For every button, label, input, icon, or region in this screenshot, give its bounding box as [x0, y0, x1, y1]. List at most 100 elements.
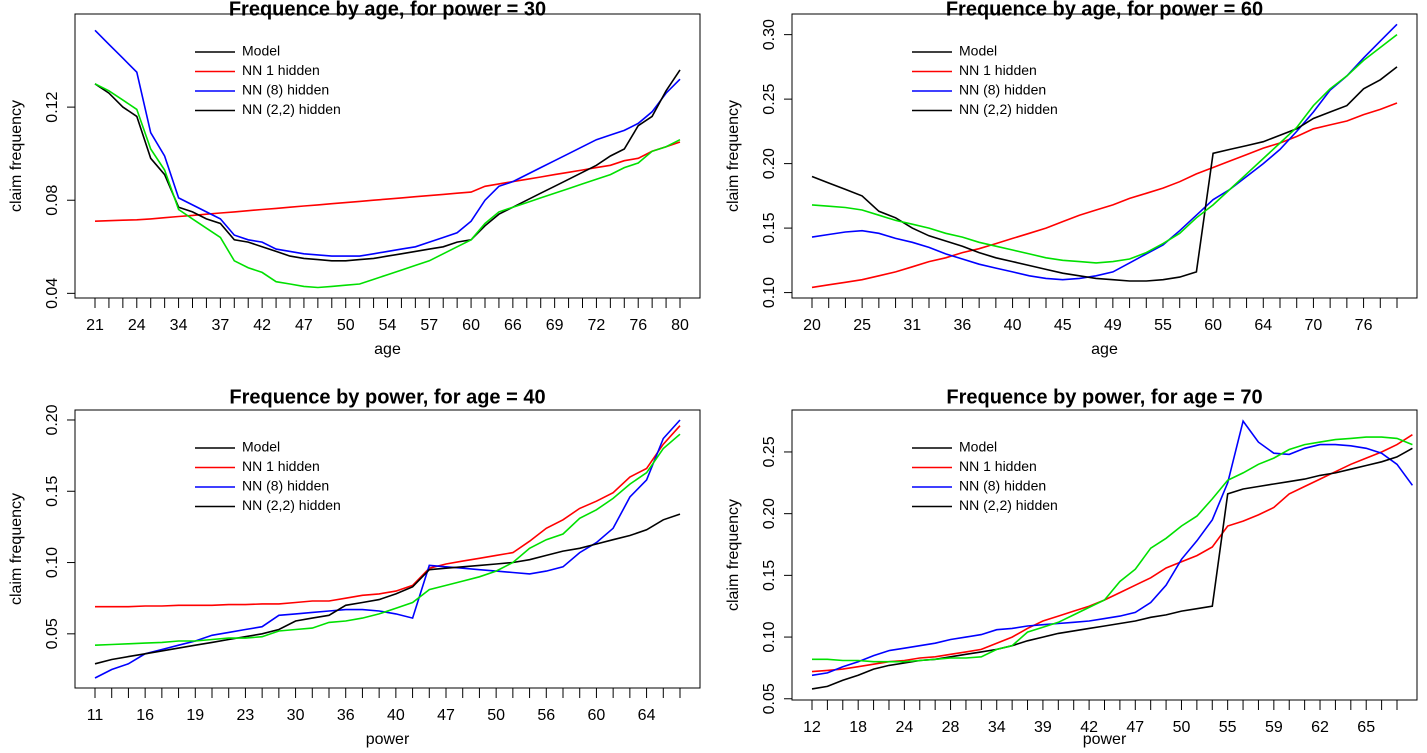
x-tick-label: 76 — [629, 317, 647, 334]
y-tick-label: 0.08 — [44, 185, 61, 216]
y-tick-label: 0.15 — [761, 212, 778, 243]
legend-label: NN (8) hidden — [959, 478, 1046, 494]
x-tick-label: 66 — [504, 317, 522, 334]
y-tick-label: 0.25 — [761, 436, 778, 467]
x-tick-label: 25 — [853, 317, 871, 334]
y-axis-label: claim frequency — [8, 493, 25, 605]
y-tick-label: 0.04 — [44, 278, 61, 309]
x-tick-label: 55 — [1219, 719, 1237, 736]
y-tick-label: 0.25 — [761, 83, 778, 114]
x-tick-label: 65 — [1357, 719, 1375, 736]
plot-frame — [791, 409, 1418, 701]
x-tick-label: 47 — [437, 707, 455, 724]
legend-label: NN 1 hidden — [242, 62, 320, 78]
x-tick-label: 36 — [954, 317, 972, 334]
x-tick-label: 28 — [942, 719, 960, 736]
x-tick-label: 76 — [1355, 317, 1373, 334]
series-line — [94, 141, 681, 222]
x-tick-label: 16 — [136, 707, 154, 724]
series-line — [811, 33, 1398, 264]
x-tick-label: 49 — [1104, 317, 1122, 334]
y-tick-label: 0.10 — [761, 621, 778, 652]
series-line — [94, 69, 681, 262]
series-line — [94, 433, 681, 646]
series-line — [95, 425, 681, 608]
series-line — [811, 66, 1398, 282]
series-line — [94, 513, 681, 665]
legend-label: NN (8) hidden — [959, 82, 1046, 98]
x-tick-label: 55 — [1154, 317, 1172, 334]
x-axis-label: age — [1091, 341, 1118, 358]
series-line — [812, 436, 1413, 663]
x-tick-label: 47 — [1126, 719, 1144, 736]
legend-label: Model — [959, 439, 997, 455]
y-tick-label: 0.20 — [44, 404, 61, 435]
x-tick-label: 12 — [803, 719, 821, 736]
plot-frame — [791, 13, 1418, 299]
x-tick-label: 39 — [1034, 719, 1052, 736]
x-tick-label: 64 — [1254, 317, 1272, 334]
x-tick-label: 70 — [1305, 317, 1323, 334]
legend-label: NN (2,2) hidden — [959, 497, 1058, 513]
legend-label: NN (2,2) hidden — [959, 101, 1058, 117]
x-tick-label: 40 — [387, 707, 405, 724]
legend-label: NN 1 hidden — [959, 62, 1037, 78]
x-tick-label: 72 — [588, 317, 606, 334]
y-axis-label: claim frequency — [725, 499, 742, 611]
legend-label: NN (8) hidden — [242, 478, 329, 494]
x-tick-label: 80 — [671, 317, 689, 334]
x-tick-label: 50 — [337, 317, 355, 334]
y-tick-label: 0.30 — [761, 19, 778, 50]
x-tick-label: 56 — [537, 707, 555, 724]
series-line — [811, 434, 1413, 673]
x-tick-label: 18 — [849, 719, 867, 736]
y-tick-label: 0.15 — [44, 476, 61, 507]
x-tick-label: 69 — [546, 317, 564, 334]
x-tick-label: 60 — [1204, 317, 1222, 334]
chart-title: Frequence by age, for power = 30 — [229, 0, 546, 20]
legend-label: NN 1 hidden — [242, 458, 320, 474]
x-axis-label: power — [1083, 731, 1127, 748]
series-line — [811, 447, 1413, 690]
x-tick-label: 31 — [903, 317, 921, 334]
y-tick-label: 0.15 — [761, 560, 778, 591]
x-tick-label: 23 — [237, 707, 255, 724]
legend-label: NN (2,2) hidden — [242, 101, 341, 117]
x-tick-label: 34 — [170, 317, 188, 334]
series-line — [94, 419, 681, 679]
y-tick-label: 0.10 — [761, 277, 778, 308]
x-axis-label: age — [374, 341, 401, 358]
legend-label: Model — [959, 43, 997, 59]
y-axis-label: claim frequency — [725, 100, 742, 212]
series-line — [811, 419, 1414, 677]
series-line — [811, 23, 1398, 281]
x-tick-label: 19 — [186, 707, 204, 724]
x-tick-label: 36 — [337, 707, 355, 724]
chart-title: Frequence by power, for age = 40 — [229, 386, 545, 408]
x-tick-label: 60 — [462, 317, 480, 334]
x-tick-label: 20 — [803, 317, 821, 334]
x-tick-label: 50 — [1173, 719, 1191, 736]
x-tick-label: 34 — [988, 719, 1006, 736]
chart-title: Frequence by power, for age = 70 — [946, 386, 1262, 408]
x-tick-label: 24 — [128, 317, 146, 334]
x-tick-label: 40 — [1004, 317, 1022, 334]
y-tick-label: 0.05 — [44, 618, 61, 649]
y-tick-label: 0.20 — [761, 498, 778, 529]
series-line — [94, 83, 681, 289]
y-axis-label: claim frequency — [8, 100, 25, 212]
y-tick-label: 0.20 — [761, 148, 778, 179]
x-tick-label: 64 — [638, 707, 656, 724]
legend-label: NN 1 hidden — [959, 458, 1037, 474]
y-tick-label: 0.05 — [761, 683, 778, 714]
x-axis-label: power — [366, 731, 410, 748]
x-tick-label: 59 — [1265, 719, 1283, 736]
y-tick-label: 0.12 — [44, 91, 61, 122]
legend-label: NN (8) hidden — [242, 82, 329, 98]
x-tick-label: 11 — [87, 707, 104, 724]
x-tick-label: 42 — [1080, 719, 1098, 736]
chart-title: Frequence by age, for power = 60 — [946, 0, 1263, 20]
x-tick-label: 60 — [588, 707, 606, 724]
x-tick-label: 24 — [895, 719, 913, 736]
